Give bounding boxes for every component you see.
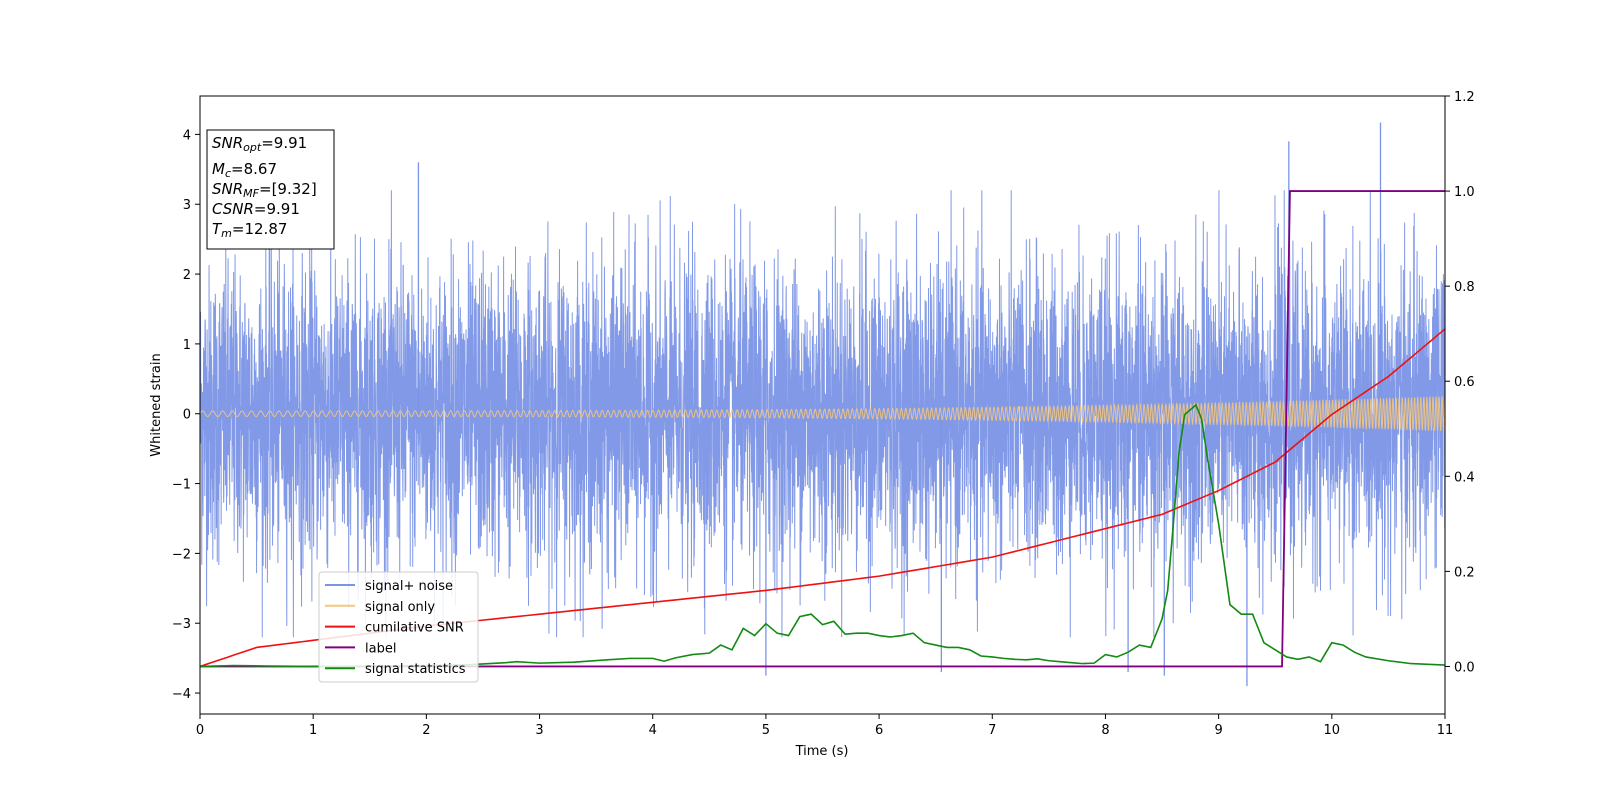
x-tick-label: 0 [196, 723, 204, 738]
y2-tick-label: 0.0 [1454, 660, 1475, 675]
annotation-value: =[9.32] [259, 180, 317, 198]
annotation-symbol: SNR [212, 180, 243, 198]
legend-label: label [365, 641, 396, 656]
y2-tick-label: 0.4 [1454, 470, 1475, 485]
annotation-line: CSNR=9.91 [212, 200, 300, 218]
x-tick-label: 8 [1101, 723, 1109, 738]
annotation-line: Mc=8.67 [212, 160, 277, 180]
y2-tick-label: 1.0 [1454, 185, 1475, 200]
y-tick-label: −2 [172, 547, 191, 562]
legend-label: signal only [365, 600, 435, 615]
y2-tick-label: 0.2 [1454, 565, 1475, 580]
x-tick-label: 10 [1324, 723, 1341, 738]
annotation-symbol: CSNR [212, 200, 254, 218]
label-line [200, 190, 1445, 668]
y-tick-label: −4 [172, 687, 191, 702]
series-signal-statistics [200, 403, 1445, 668]
annotation-subscript: c [225, 167, 231, 180]
y2-tick-label: 1.2 [1454, 90, 1475, 105]
y-tick-label: −1 [172, 478, 191, 493]
x-tick-label: 4 [649, 723, 657, 738]
legend-frame [318, 571, 479, 683]
series-label [200, 190, 1445, 668]
x-tick-label: 5 [762, 723, 770, 738]
annotation-subscript: m [221, 227, 232, 240]
annotation-line: SNRopt=9.91 [212, 134, 307, 154]
annotation-line: SNRMF=[9.32] [212, 180, 317, 200]
annotation-value: =9.91 [261, 134, 307, 152]
x-tick-label: 6 [875, 723, 883, 738]
y-axis-right: 0.0 0.2 0.4 0.6 0.8 1.0 1.2 [1445, 90, 1475, 675]
x-tick-label: 7 [988, 723, 996, 738]
y-tick-label: −3 [172, 617, 191, 632]
y-tick-label: 4 [183, 128, 191, 143]
annotation-symbol: SNR [212, 134, 243, 152]
y-tick-label: 1 [183, 338, 191, 353]
x-axis: 0 1 2 3 4 5 6 7 8 9 10 11 [196, 714, 1453, 738]
signal-statistics-line [200, 403, 1445, 668]
annotation-frame [206, 129, 335, 250]
x-tick-label: 2 [422, 723, 430, 738]
annotation-value: =12.87 [232, 220, 288, 238]
x-tick-label: 9 [1214, 723, 1222, 738]
y-tick-label: 0 [183, 408, 191, 423]
x-tick-label: 1 [309, 723, 317, 738]
annotation-symbol: M [212, 160, 225, 178]
legend-label: signal statistics [365, 662, 466, 677]
annotation-subscript: opt [243, 141, 262, 154]
y-tick-label: 2 [183, 268, 191, 283]
legend: signal+ noise signal only cumilative SNR la… [318, 571, 479, 683]
annotation-box: SNRopt=9.91Mc=8.67SNRMF=[9.32]CSNR=9.91T… [206, 129, 335, 250]
y2-tick-label: 0.6 [1454, 375, 1475, 390]
legend-label: signal+ noise [365, 579, 453, 594]
annotation-line: Tm=12.87 [212, 220, 287, 240]
signal-only-line [200, 395, 1445, 432]
y-axis-label: Whitened strain [149, 353, 164, 456]
x-tick-label: 3 [535, 723, 543, 738]
signal-noise-line [200, 190, 1445, 638]
annotation-subscript: MF [243, 187, 259, 200]
annotation-value: =9.91 [254, 200, 300, 218]
legend-label: cumilative SNR [365, 621, 464, 636]
x-axis-label: Time (s) [795, 744, 849, 759]
y2-tick-label: 0.8 [1454, 280, 1475, 295]
annotation-value: =8.67 [231, 160, 277, 178]
y-axis-left: −4 −3 −2 −1 0 1 2 3 4 [172, 128, 200, 702]
x-tick-label: 11 [1437, 723, 1454, 738]
plot-frame [199, 95, 1446, 715]
annotation-symbol: T [212, 220, 223, 238]
y-tick-label: 3 [183, 198, 191, 213]
series-signal-only [200, 395, 1445, 432]
